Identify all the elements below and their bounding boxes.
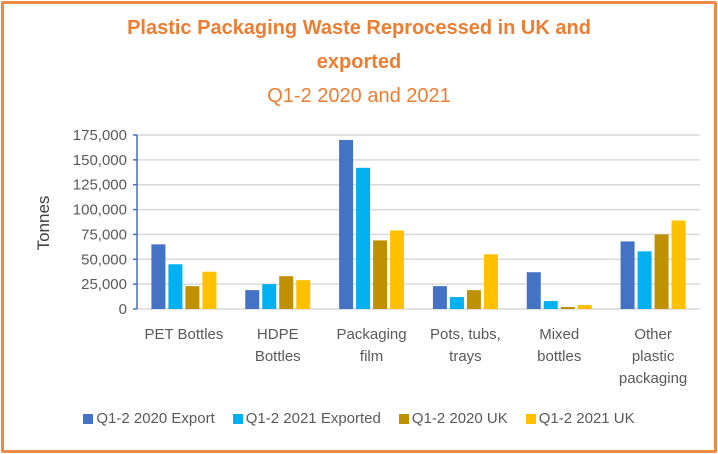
legend-label: Q1-2 2021 Exported [245, 410, 381, 427]
bar-q1-2-2020-export-pots-tubs-trays [432, 286, 447, 309]
bar-q1-2-2020-export-hdpe-bottles [245, 290, 260, 309]
y-tick-label: 175,000 [73, 127, 127, 144]
y-tick-label: 75,000 [81, 226, 127, 243]
x-tick-label: Mixed bottles [537, 326, 581, 365]
legend-item: Q1-2 2021 UK [525, 410, 635, 427]
x-tick-label: Other plastic packaging [619, 326, 687, 387]
bar-q1-2-2021-uk-pet-bottles [202, 271, 217, 309]
legend-label: Q1-2 2020 Export [96, 410, 215, 427]
legend-item: Q1-2 2020 Export [83, 410, 215, 427]
bar-q1-2-2020-export-pet-bottles [151, 244, 166, 309]
bar-q1-2-2020-uk-packaging-film [373, 240, 388, 309]
legend-label: Q1-2 2020 UK [411, 410, 508, 427]
bar-q1-2-2021-uk-hdpe-bottles [296, 280, 311, 309]
bar-q1-2-2021-exported-hdpe-bottles [262, 284, 277, 309]
x-tick-label: Packaging film [337, 326, 407, 365]
y-axis-title: Tonnes [34, 196, 53, 251]
bar-q1-2-2021-uk-mixed-bottles [577, 305, 592, 309]
bar-q1-2-2020-uk-pet-bottles [185, 286, 200, 309]
bar-q1-2-2020-export-other-plastic-packaging [620, 241, 635, 309]
legend-swatch [232, 413, 243, 424]
legend: Q1-2 2020 Export Q1-2 2021 Exported Q1-2 2… [0, 410, 718, 427]
bar-q1-2-2021-uk-pots-tubs-trays [483, 254, 498, 309]
bar-q1-2-2020-uk-other-plastic-packaging [654, 234, 669, 309]
y-tick-label: 125,000 [73, 177, 127, 194]
x-axis-labels: PET Bottles HDPE Bottles Packaging film Pots,… [144, 326, 687, 387]
chart-title-line-1: Plastic Packaging Waste Reprocessed in U… [127, 17, 591, 39]
y-tick-label: 0 [119, 301, 127, 318]
bar-q1-2-2021-exported-other-plastic-packaging [637, 251, 652, 309]
legend-swatch [398, 413, 409, 424]
bars [151, 139, 686, 309]
bar-q1-2-2021-exported-mixed-bottles [543, 301, 558, 309]
bar-q1-2-2021-exported-pet-bottles [168, 264, 183, 309]
bar-q1-2-2021-exported-pots-tubs-trays [449, 297, 464, 309]
y-tick-label: 150,000 [73, 152, 127, 169]
legend-item: Q1-2 2020 UK [398, 410, 508, 427]
x-tick-label: HDPE Bottles [255, 326, 301, 365]
legend-swatch [83, 413, 94, 424]
chart-subtitle: Q1-2 2020 and 2021 [267, 85, 451, 107]
legend-item: Q1-2 2021 Exported [232, 410, 381, 427]
bar-q1-2-2020-export-packaging-film [339, 139, 354, 309]
legend-swatch [525, 413, 536, 424]
bar-q1-2-2020-uk-hdpe-bottles [279, 276, 294, 309]
bar-q1-2-2020-export-mixed-bottles [526, 272, 541, 309]
y-tick-label: 25,000 [81, 276, 127, 293]
bar-q1-2-2020-uk-mixed-bottles [560, 307, 575, 309]
x-tick-label: Pots, tubs, trays [430, 326, 501, 365]
bar-q1-2-2021-exported-packaging-film [356, 167, 371, 309]
legend-label: Q1-2 2021 UK [538, 410, 635, 427]
chart-title-line-2: exported [316, 51, 402, 73]
bar-q1-2-2020-uk-pots-tubs-trays [466, 290, 481, 309]
bar-q1-2-2021-uk-other-plastic-packaging [671, 220, 686, 309]
bar-q1-2-2021-uk-packaging-film [390, 230, 405, 309]
y-tick-label: 100,000 [73, 202, 127, 219]
gridlines [137, 134, 700, 310]
x-tick-label: PET Bottles [144, 326, 223, 343]
y-axis: 0 25,000 50,000 75,000 100,000 125,000 150,000… [73, 127, 138, 318]
y-tick-label: 50,000 [81, 251, 127, 268]
